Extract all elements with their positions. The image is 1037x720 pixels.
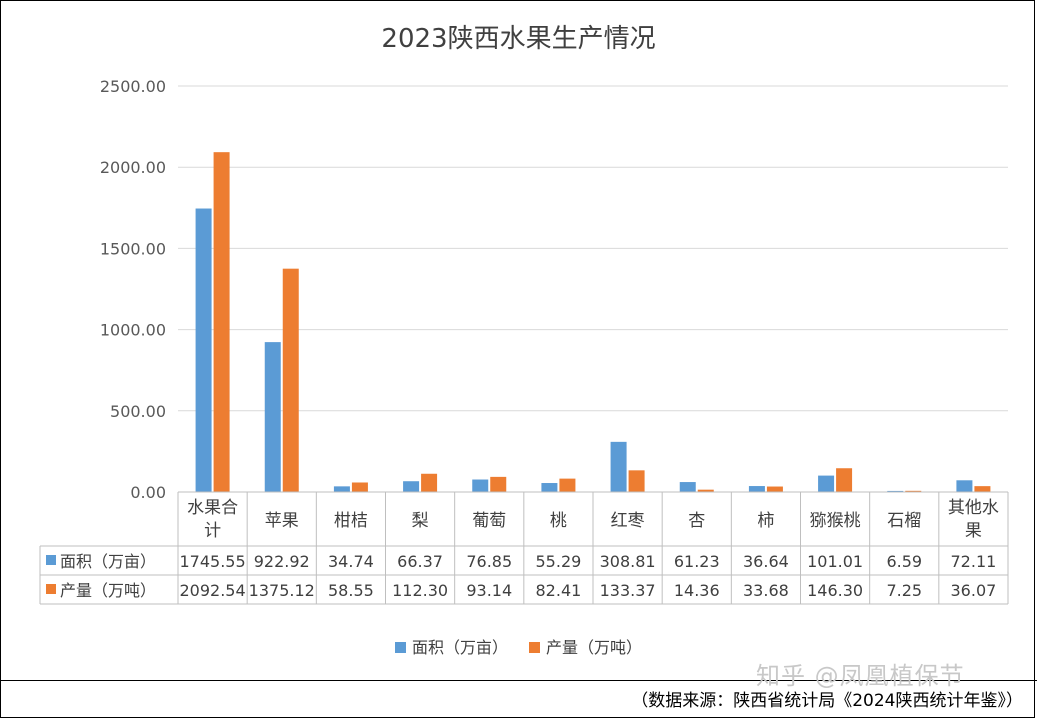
bar <box>818 475 835 492</box>
bar <box>610 441 627 492</box>
bar <box>541 483 558 492</box>
bar <box>766 486 783 492</box>
bar <box>887 490 904 492</box>
data-label: 58.55 <box>328 581 374 600</box>
data-label: 36.64 <box>743 552 789 571</box>
category-label: 猕猴桃 <box>810 511 861 531</box>
data-label: 1375.12 <box>249 581 315 600</box>
data-label: 72.11 <box>951 552 997 571</box>
data-label: 61.23 <box>674 552 720 571</box>
series-key-swatch <box>46 584 56 594</box>
data-label: 6.59 <box>886 552 922 571</box>
bar <box>628 470 645 492</box>
category-label: 苹果 <box>265 511 299 531</box>
y-tick-label: 1500.00 <box>100 239 166 258</box>
series-row-label: 面积（万亩） <box>60 552 156 571</box>
category-label: 柑桔 <box>334 511 368 531</box>
data-label: 34.74 <box>328 552 374 571</box>
bar <box>905 490 922 492</box>
watermark: 知乎 @凤凰植保节 <box>756 662 965 690</box>
legend-swatch-output <box>529 642 541 653</box>
bar <box>748 486 765 492</box>
category-label: 柿 <box>757 511 774 531</box>
data-label: 55.29 <box>536 552 582 571</box>
bar <box>264 342 281 492</box>
data-label: 14.36 <box>674 581 720 600</box>
data-label: 112.30 <box>392 581 448 600</box>
legend-label-output: 产量（万吨） <box>546 638 643 657</box>
data-label: 133.37 <box>600 581 656 600</box>
data-label: 922.92 <box>254 552 310 571</box>
data-label: 146.30 <box>807 581 863 600</box>
data-label: 82.41 <box>536 581 582 600</box>
bar <box>333 486 350 492</box>
data-label: 66.37 <box>397 552 443 571</box>
chart-title: 2023陕西水果生产情况 <box>381 24 656 54</box>
category-label: 葡萄 <box>472 511 506 531</box>
data-label: 7.25 <box>886 581 922 600</box>
data-label: 93.14 <box>466 581 512 600</box>
bar <box>403 481 420 492</box>
bar <box>974 486 991 492</box>
legend-swatch-area <box>394 642 406 653</box>
bar <box>282 268 299 492</box>
footer-divider <box>0 680 1037 681</box>
chart-legend: 面积（万亩） 产量（万吨） <box>0 634 1037 658</box>
category-label: 计 <box>204 521 221 541</box>
bar <box>195 208 212 492</box>
data-label: 76.85 <box>466 552 512 571</box>
bar <box>472 479 489 492</box>
bar <box>559 478 576 492</box>
data-label: 2092.54 <box>179 581 245 600</box>
legend-item-output: 产量（万吨） <box>529 634 642 658</box>
category-label: 水果合 <box>187 498 238 518</box>
data-label: 36.07 <box>951 581 997 600</box>
bar <box>836 468 853 492</box>
category-label: 杏 <box>688 511 705 531</box>
bar <box>351 482 368 492</box>
series-key-swatch <box>46 555 56 565</box>
bar <box>213 152 230 492</box>
legend-label-area: 面积（万亩） <box>411 638 508 657</box>
data-label: 308.81 <box>600 552 656 571</box>
y-tick-label: 0.00 <box>130 483 166 502</box>
category-label: 其他水 <box>948 498 999 518</box>
category-label: 梨 <box>412 511 429 531</box>
legend-item-area: 面积（万亩） <box>394 634 508 658</box>
bar <box>490 476 507 492</box>
category-label: 石榴 <box>887 511 921 531</box>
source-note: （数据来源：陕西省统计局《2024陕西统计年鉴》） <box>631 691 1023 711</box>
data-label: 101.01 <box>807 552 863 571</box>
series-row-label: 产量（万吨） <box>60 581 156 600</box>
y-tick-label: 2500.00 <box>100 77 166 96</box>
y-tick-label: 2000.00 <box>100 158 166 177</box>
bar <box>421 473 438 492</box>
category-label: 红枣 <box>611 511 645 531</box>
y-tick-label: 1000.00 <box>100 321 166 340</box>
bar <box>679 482 696 492</box>
y-tick-label: 500.00 <box>110 402 166 421</box>
data-label: 1745.55 <box>179 552 245 571</box>
bar-chart: 0.00 500.00 1000.00 1500.00 2000.00 2500.00 水果… <box>39 77 1009 605</box>
category-label: 桃 <box>550 511 567 531</box>
category-label: 果 <box>965 521 982 541</box>
bar <box>956 480 973 492</box>
bar <box>697 489 714 492</box>
data-label: 33.68 <box>743 581 789 600</box>
